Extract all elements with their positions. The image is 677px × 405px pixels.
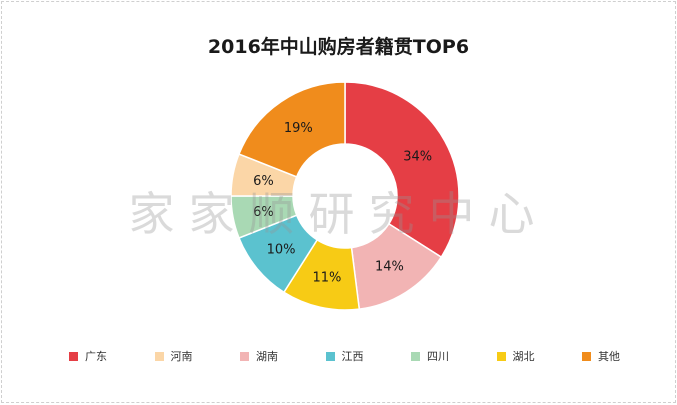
legend-swatch — [325, 351, 335, 361]
legend-swatch — [154, 351, 164, 361]
legend-swatch — [411, 351, 420, 361]
legend-label: 四川 — [427, 350, 449, 363]
chart-title: 2016年中山购房者籍贯TOP6 — [207, 36, 470, 58]
legend-item-6: 湖北 — [496, 347, 535, 365]
slice-label-4: 10% — [267, 242, 296, 257]
slice-label-6: 6% — [253, 174, 274, 189]
legend-label: 广东 — [85, 350, 107, 363]
donut-slice-1 — [344, 81, 460, 259]
legend-label: 河南 — [170, 350, 193, 363]
donut-slice-7 — [238, 81, 346, 178]
legend: 广东 河南 湖南 江西 四川 湖北 其他 — [2, 347, 675, 365]
slice-label-5: 6% — [253, 205, 274, 220]
legend-swatch — [582, 351, 591, 361]
legend-swatch — [496, 351, 506, 361]
legend-swatch — [240, 351, 249, 361]
legend-item-3: 湖南 — [240, 347, 278, 365]
legend-item-2: 河南 — [154, 347, 193, 365]
legend-item-7: 其他 — [582, 347, 620, 365]
legend-label: 湖南 — [256, 350, 278, 363]
legend-item-5: 四川 — [411, 347, 449, 365]
legend-swatch — [69, 351, 78, 361]
legend-label: 其他 — [598, 350, 620, 363]
slice-label-1: 34% — [403, 150, 432, 165]
legend-item-4: 江西 — [325, 347, 364, 365]
slice-label-2: 14% — [375, 260, 404, 275]
legend-item-1: 广东 — [69, 347, 107, 365]
slice-label-3: 11% — [312, 271, 341, 286]
legend-label: 湖北 — [512, 350, 535, 363]
legend-label: 江西 — [341, 350, 364, 363]
slice-label-7: 19% — [284, 121, 313, 136]
